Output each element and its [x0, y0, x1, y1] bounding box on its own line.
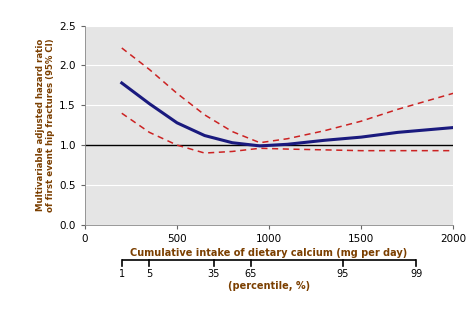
Text: 35: 35 — [208, 269, 220, 279]
X-axis label: Cumulative intake of dietary calcium (mg per day): Cumulative intake of dietary calcium (mg… — [130, 248, 408, 258]
Text: 5: 5 — [146, 269, 152, 279]
Text: 99: 99 — [410, 269, 422, 279]
Text: 1: 1 — [119, 269, 125, 279]
Text: (percentile, %): (percentile, %) — [228, 281, 310, 291]
Y-axis label: Multivariable adjusted hazard ratio
of first event hip fractures (95% CI): Multivariable adjusted hazard ratio of f… — [36, 39, 55, 212]
Text: 95: 95 — [337, 269, 349, 279]
Text: 65: 65 — [244, 269, 257, 279]
